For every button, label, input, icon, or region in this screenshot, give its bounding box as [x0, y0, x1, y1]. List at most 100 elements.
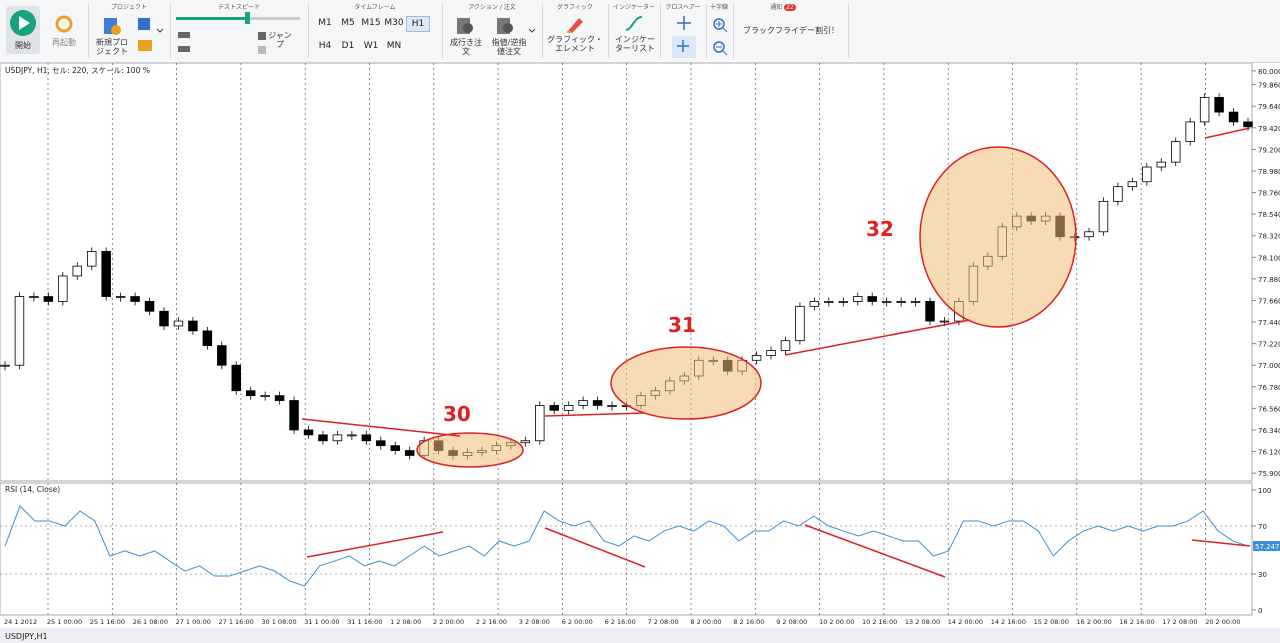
candle	[1156, 161, 1167, 168]
candle	[245, 390, 256, 397]
timeframe-button[interactable]: W1	[363, 41, 379, 51]
rsi-panel	[0, 482, 1253, 616]
trend-line	[1191, 539, 1251, 547]
candle	[592, 400, 603, 406]
new-project-icon	[104, 18, 121, 35]
separator	[660, 4, 661, 58]
x-tick-label: 17 2 08:00	[1162, 618, 1197, 626]
separator	[733, 4, 734, 58]
x-tick-label: 26 1 08:00	[133, 618, 168, 626]
start-icon	[10, 10, 36, 36]
restart-label[interactable]: 再起動	[52, 38, 76, 47]
tab-bar	[0, 628, 1280, 643]
y-tick-label: 30	[1258, 571, 1267, 579]
candle	[14, 296, 25, 366]
x-tick-label: 31 1 00:00	[304, 618, 339, 626]
candle	[1098, 200, 1109, 233]
candle	[1185, 121, 1195, 142]
group-label: インジケーター	[612, 4, 655, 11]
start-button[interactable]: 開始	[6, 6, 40, 54]
candle	[404, 450, 415, 456]
annotations	[301, 127, 1251, 578]
candle	[1214, 96, 1224, 113]
zoom-icons[interactable]	[711, 16, 729, 56]
separator	[608, 4, 609, 58]
last-value-box	[1253, 541, 1280, 552]
day-separators	[47, 63, 1206, 615]
candle	[202, 330, 213, 346]
chart-title: USDJPY, H1, セル: 220, スケール: 100 %	[5, 66, 150, 75]
market-order-label[interactable]: 成行き注 文	[450, 38, 482, 56]
new-project-label[interactable]: 新規プロ ジェクト	[96, 38, 128, 56]
separator	[542, 4, 543, 58]
candle	[881, 301, 892, 303]
speed-slider[interactable]	[176, 12, 304, 58]
x-tick-label: 15 2 08:00	[1034, 618, 1069, 626]
candle	[1142, 166, 1152, 183]
candle	[853, 296, 863, 302]
indicator-list-label[interactable]: インジケー ターリスト	[615, 35, 655, 53]
candle	[563, 405, 574, 411]
y-tick-label: 79.200	[1258, 146, 1280, 154]
group-label: タイムフレーム	[354, 4, 396, 11]
x-tick-label: 25 1 16:00	[90, 618, 125, 626]
y-tick-label: 79.420	[1258, 125, 1280, 133]
group-label: 通知 22	[733, 2, 833, 11]
separator	[308, 4, 309, 58]
timeframe-button[interactable]: H4	[318, 41, 332, 51]
candle	[390, 445, 400, 451]
candle	[1084, 231, 1094, 238]
limit-order-label[interactable]: 指値/逆指 値注文	[491, 38, 527, 56]
trend-line	[804, 524, 946, 578]
tab-label[interactable]: USDJPY,H1	[5, 632, 48, 641]
y-tick-label: 76.120	[1258, 449, 1280, 457]
candle	[188, 320, 198, 332]
y-tick-label: 80.000	[1258, 68, 1280, 76]
candle	[1127, 181, 1138, 188]
crosshair-icons[interactable]	[672, 14, 696, 60]
candle	[824, 301, 834, 303]
group-label: プロジェクト	[110, 4, 147, 11]
promo-text[interactable]: ブラックフライデー割引！	[743, 26, 839, 35]
x-tick-label: 25 1 00:00	[47, 618, 82, 626]
timeframe-button[interactable]: D1	[341, 41, 355, 51]
candle	[780, 340, 791, 351]
graphic-elements-label[interactable]: グラフィック・ エレメント	[547, 35, 603, 53]
candle	[1113, 186, 1123, 202]
candle	[376, 440, 386, 447]
group-label: 十字線	[709, 4, 728, 11]
timeframe-button[interactable]: H1	[406, 16, 430, 32]
highlight-ellipse	[919, 146, 1077, 328]
x-tick-label: 2 2 00:00	[433, 618, 464, 626]
candle	[260, 395, 270, 398]
timeframe-button[interactable]: M30	[384, 18, 404, 28]
timeframe-button[interactable]: M15	[361, 18, 381, 28]
separator	[848, 4, 849, 58]
rsi-title: RSI (14, Close)	[5, 485, 60, 494]
y-tick-label: 77.660	[1258, 297, 1280, 305]
annotation-label: 31	[668, 313, 696, 337]
timeframe-button[interactable]: MN	[386, 41, 402, 51]
y-tick-label: 78.760	[1258, 190, 1280, 198]
separator	[170, 4, 171, 58]
y-tick-label: 75.900	[1258, 470, 1280, 478]
candle	[347, 434, 357, 437]
candle	[535, 405, 545, 442]
candle	[1243, 121, 1253, 128]
timeframe-button[interactable]: M1	[318, 18, 332, 28]
candle	[303, 429, 314, 436]
jump-label[interactable]: ジャンプ	[268, 31, 292, 49]
x-tick-label: 8 2 16:00	[733, 618, 764, 626]
y-tick-label: 77.220	[1258, 341, 1280, 349]
annotation-label: 32	[866, 217, 894, 241]
candle	[939, 320, 950, 323]
timeframe-button[interactable]: M5	[341, 18, 355, 28]
x-tick-label: 14 2 16:00	[991, 618, 1026, 626]
x-tick-label: 1 2 08:00	[390, 618, 421, 626]
y-tick-label: 100	[1258, 487, 1271, 495]
y-tick-label: 79.860	[1258, 82, 1280, 90]
rsi-line	[4, 505, 1249, 587]
restart-icon	[55, 15, 73, 33]
x-tick-label: 7 2 08:00	[648, 618, 679, 626]
candle	[361, 434, 372, 442]
